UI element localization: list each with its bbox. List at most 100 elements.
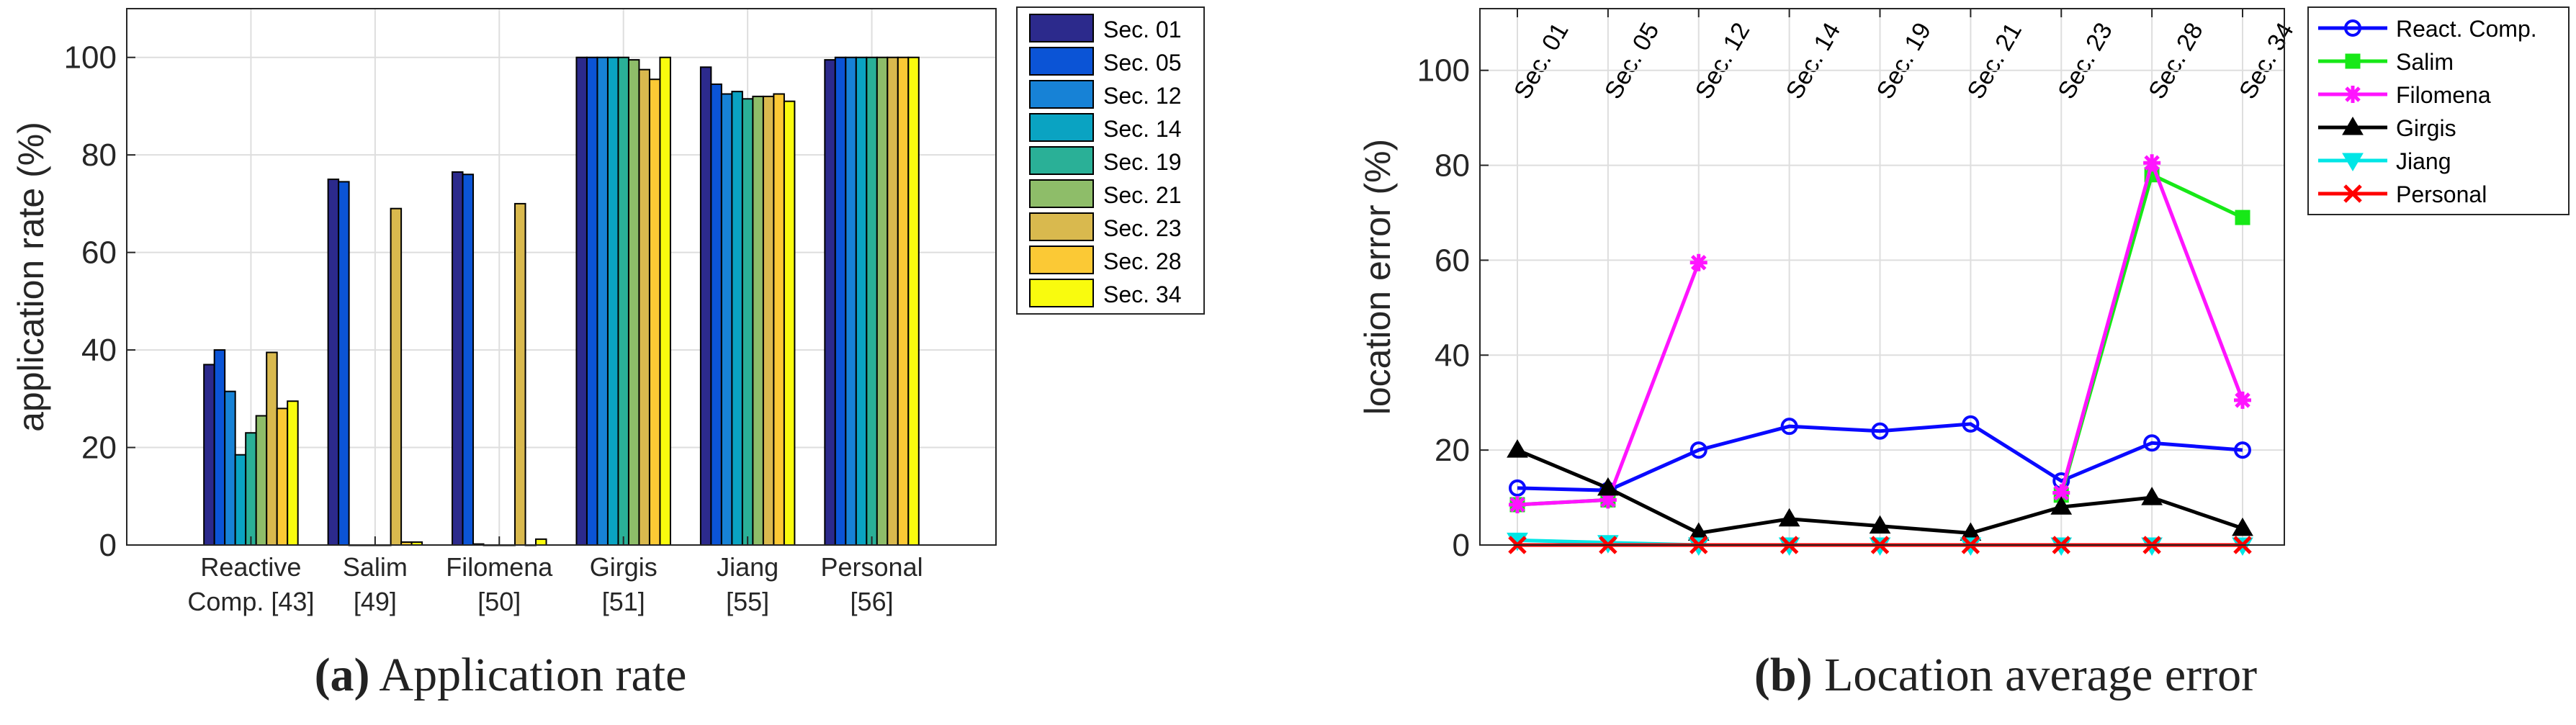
legend-label: React. Comp. <box>2396 16 2537 42</box>
legend-marker <box>2342 153 2364 171</box>
y-axis-label: location error (%) <box>1357 139 1398 415</box>
caption-b: (b) Location average error <box>1426 648 2576 703</box>
legend-label: Sec. 12 <box>1103 83 1182 109</box>
category-label: Reactive <box>200 552 301 582</box>
bar <box>907 56 920 546</box>
y-tick-label: 60 <box>1435 243 1470 278</box>
bar <box>255 415 268 546</box>
legend-label: Sec. 23 <box>1103 215 1182 241</box>
legend-label: Jiang <box>2396 148 2451 174</box>
data-point <box>2235 210 2250 225</box>
legend-label: Sec. 01 <box>1103 17 1182 42</box>
legend-swatch <box>1029 246 1094 274</box>
category-label: Comp. [43] <box>187 587 314 616</box>
category-label: Personal <box>821 552 923 582</box>
category-label: Jiang <box>717 552 778 582</box>
bar <box>514 202 526 546</box>
legend-label: Sec. 05 <box>1103 50 1182 76</box>
bar <box>213 349 226 546</box>
y-tick-label: 0 <box>99 528 117 563</box>
plot-frame <box>1479 8 2285 546</box>
bar <box>617 56 629 546</box>
bar <box>535 538 547 546</box>
bar <box>234 454 247 546</box>
category-label: Filomena <box>446 552 553 582</box>
legend-label: Sec. 34 <box>1103 282 1182 307</box>
bar <box>276 407 289 546</box>
bar <box>648 78 661 546</box>
bar <box>462 174 475 546</box>
data-point <box>1778 508 1800 527</box>
legend-marker <box>2343 184 2362 203</box>
y-tick-label: 80 <box>1435 148 1470 184</box>
data-point <box>1689 253 1707 271</box>
plot-area <box>1480 9 2284 545</box>
legend-swatch <box>1029 146 1094 175</box>
category-label: [55] <box>726 587 769 616</box>
legend-swatch <box>1029 212 1094 241</box>
legend-swatch <box>1029 47 1094 76</box>
plot-frame <box>126 8 997 546</box>
legend-label: Sec. 14 <box>1103 116 1182 142</box>
bar <box>585 56 598 546</box>
y-tick-label: 40 <box>81 333 117 368</box>
legend-marker <box>2344 19 2361 37</box>
data-point <box>2234 441 2251 459</box>
caption-b-tag: (b) <box>1754 649 1813 701</box>
data-point <box>2234 391 2251 409</box>
category-label: [49] <box>354 587 397 616</box>
legend-label: Salim <box>2396 49 2454 75</box>
bar <box>710 83 722 546</box>
caption-a: (a) Application rate <box>0 648 1001 703</box>
data-point <box>2050 496 2073 515</box>
y-tick-label: 80 <box>81 138 117 173</box>
data-point <box>2141 487 2163 505</box>
bar <box>390 207 403 546</box>
y-tick-label: 0 <box>1453 528 1470 563</box>
legend-swatch <box>1029 279 1094 307</box>
legend-swatch <box>1029 179 1094 208</box>
caption-a-text: Application rate <box>379 649 687 701</box>
y-tick-label: 100 <box>1417 53 1470 89</box>
y-tick-label: 40 <box>1435 338 1470 373</box>
bar <box>897 56 910 546</box>
bar <box>245 432 257 546</box>
legend-marker <box>2345 53 2361 69</box>
bar <box>638 68 650 546</box>
data-point <box>1689 441 1707 459</box>
y-axis-label: application rate (%) <box>11 122 51 432</box>
bar <box>659 56 671 546</box>
bar <box>452 171 464 546</box>
y-tick-label: 100 <box>64 40 117 76</box>
bar <box>338 181 350 546</box>
location-error-chart: Sec. 01 Sec. 05 Sec. 12 Sec. 14 Sec. 19 Sec. … <box>1357 6 2570 563</box>
y-tick-label: 20 <box>81 431 117 466</box>
legend-label: Sec. 19 <box>1103 149 1182 175</box>
bar <box>887 56 899 546</box>
bar <box>834 56 847 546</box>
legend-label: Filomena <box>2396 82 2491 108</box>
category-label: Salim <box>343 552 408 582</box>
caption-b-text: Location average error <box>1824 649 2258 701</box>
legend-swatch <box>1029 14 1094 42</box>
data-point <box>1507 439 1528 458</box>
data-point <box>1509 479 1526 497</box>
data-point <box>1599 491 1617 509</box>
data-point <box>1869 515 1891 534</box>
bar <box>606 56 619 546</box>
data-point <box>2143 154 2161 172</box>
bar <box>627 59 640 546</box>
bar <box>752 95 764 546</box>
data-point <box>1962 415 1980 433</box>
bar <box>855 56 868 546</box>
legend-label: Sec. 28 <box>1103 248 1182 274</box>
bar <box>699 66 712 546</box>
bar <box>783 100 796 546</box>
bar <box>773 93 785 546</box>
bar <box>575 56 588 546</box>
bar <box>762 95 775 546</box>
category-label: Girgis <box>590 552 658 582</box>
data-point <box>1597 477 1619 496</box>
legend-label: Sec. 21 <box>1103 182 1182 208</box>
